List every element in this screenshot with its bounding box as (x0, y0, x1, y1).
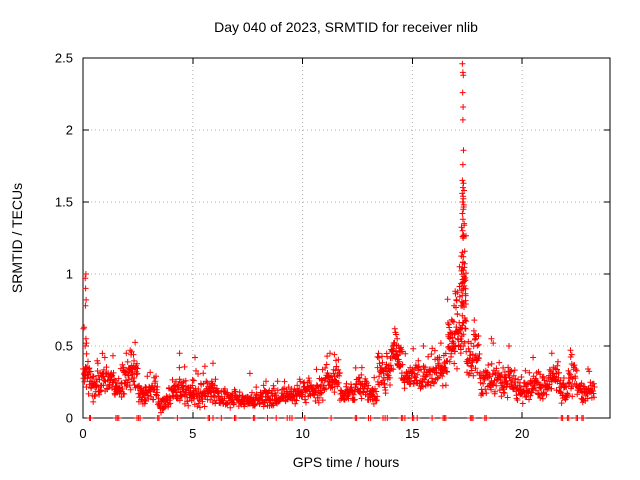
y-axis-label: SRMTID / TECUs (9, 183, 25, 293)
grid-lines (83, 58, 610, 418)
plot-border (82, 57, 611, 419)
chart-title: Day 040 of 2023, SRMTID for receiver nli… (214, 19, 478, 35)
x-tick-label: 5 (189, 426, 196, 441)
y-tick-label: 2.5 (55, 51, 73, 66)
y-tick-label: 0 (66, 411, 73, 426)
y-tick-label: 0.5 (55, 339, 73, 354)
axis-ticks (82, 57, 610, 419)
srmtid-data-points (80, 60, 598, 421)
x-tick-label: 15 (405, 426, 419, 441)
x-axis-label: GPS time / hours (293, 454, 400, 470)
x-tick-label: 10 (295, 426, 309, 441)
x-tick-label: 0 (79, 426, 86, 441)
y-tick-label: 2 (66, 123, 73, 138)
y-tick-label: 1 (66, 267, 73, 282)
y-tick-label: 1.5 (55, 195, 73, 210)
tick-labels: 0 5 10 15 20 0 0.5 1 1.5 2 2.5 (55, 51, 529, 442)
axes (82, 57, 611, 419)
scatter-points (80, 60, 598, 421)
x-tick-label: 20 (515, 426, 529, 441)
